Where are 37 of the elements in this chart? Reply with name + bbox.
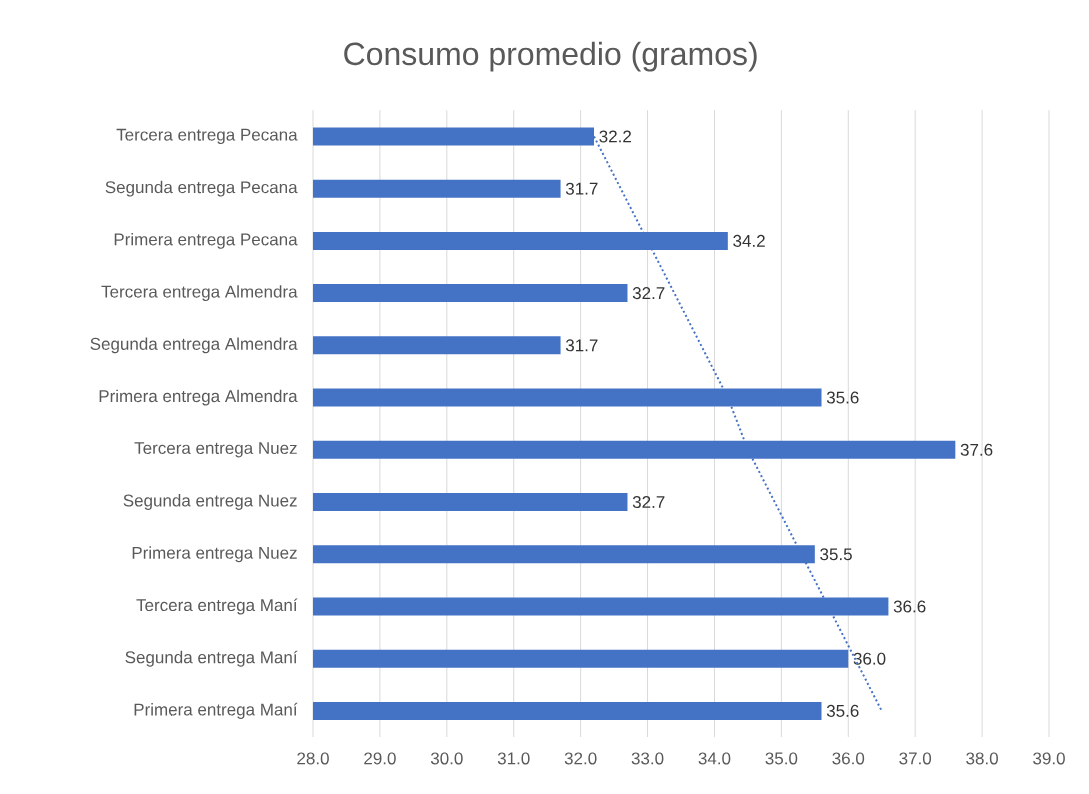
- y-tick-label: Tercera entrega Nuez: [134, 442, 297, 458]
- x-tick-label: 31.0: [497, 752, 530, 765]
- data-label: 31.7: [565, 339, 598, 352]
- y-tick-label: Primera entrega Almendra: [99, 389, 298, 406]
- y-tick-label: Segunda entrega Maní: [125, 650, 298, 667]
- x-tick-label: 32.0: [564, 752, 597, 765]
- data-label: 37.6: [960, 443, 993, 456]
- x-tick-label: 29.0: [364, 752, 396, 765]
- y-tick-label: Tercera entrega Almendra: [101, 285, 298, 302]
- y-tick-label: Tercera entrega Pecana: [116, 128, 298, 145]
- chart-title: Consumo promedio (gramos): [344, 41, 757, 72]
- data-label: 32.7: [632, 495, 665, 509]
- data-label: 35.5: [820, 548, 852, 561]
- x-tick-label: 38.0: [966, 752, 998, 765]
- data-label: 31.7: [565, 182, 598, 195]
- data-label: 36.0: [853, 652, 886, 665]
- x-tick-label: 39.0: [1033, 752, 1065, 765]
- y-tick-label: Primera entrega Pecana: [114, 232, 298, 249]
- y-tick-label: Segunda entrega Nuez: [123, 494, 297, 510]
- data-label: 32.2: [599, 130, 631, 143]
- x-tick-label: 37.0: [899, 752, 932, 765]
- x-tick-label: 35.0: [765, 752, 798, 765]
- data-label: 32.7: [632, 287, 665, 300]
- y-tick-label: Segunda entrega Pecana: [105, 180, 298, 197]
- y-tick-label: Segunda entrega Almendra: [90, 337, 298, 354]
- x-tick-label: 28.0: [297, 752, 329, 765]
- x-tick-label: 36.0: [832, 752, 865, 765]
- y-tick-label: Primera entrega Maní: [134, 702, 298, 719]
- x-tick-label: 34.0: [698, 752, 731, 765]
- data-label: 34.2: [733, 234, 765, 247]
- x-tick-label: 33.0: [631, 752, 664, 765]
- y-tick-label: Tercera entrega Maní: [136, 598, 298, 615]
- y-tick-label: Primera entrega Nuez: [132, 546, 297, 563]
- data-label: 36.6: [893, 600, 926, 613]
- data-label: 35.6: [826, 704, 859, 717]
- data-label: 35.6: [826, 391, 859, 404]
- x-tick-label: 30.0: [430, 752, 463, 765]
